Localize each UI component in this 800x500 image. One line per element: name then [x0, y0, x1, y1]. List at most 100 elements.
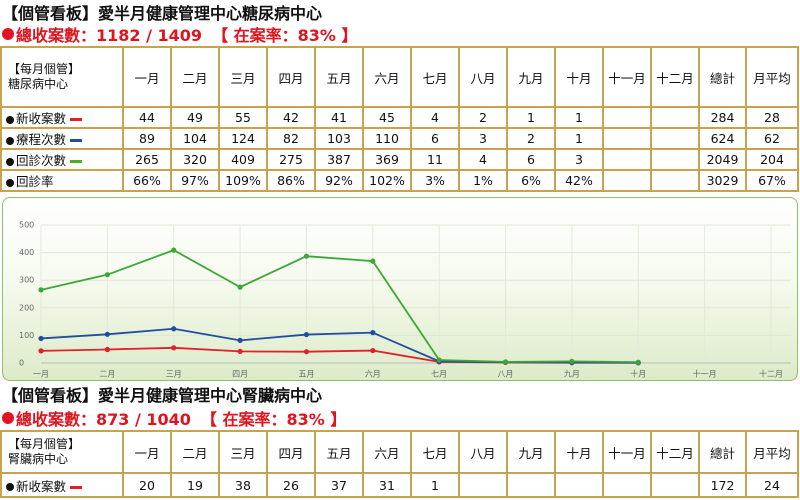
point — [237, 284, 243, 290]
cell: 66% — [122, 169, 172, 192]
cell: 110 — [362, 127, 412, 150]
column-header: 六月 — [362, 46, 412, 108]
legend-line — [70, 485, 83, 489]
cell: 55 — [218, 106, 268, 129]
cell: 26 — [266, 472, 316, 498]
cell: 2 — [458, 106, 508, 129]
cell — [458, 472, 508, 498]
cell: 38 — [218, 472, 268, 498]
cell: 387 — [314, 148, 364, 171]
column-header: 二月 — [170, 430, 220, 474]
cell: 1 — [554, 127, 604, 150]
y-tick-label: 0 — [19, 359, 24, 368]
cell: 124 — [218, 127, 268, 150]
point — [370, 347, 376, 354]
x-tick-label: 二月 — [99, 370, 115, 379]
row-label: 新收案數 — [0, 472, 124, 498]
cell: 97% — [170, 169, 220, 192]
bullet — [6, 115, 14, 124]
corner-cell: 【每月個管】 糖尿病中心 — [0, 46, 124, 108]
x-tick-label: 十一月 — [693, 369, 717, 379]
y-tick-label: 500 — [19, 221, 34, 230]
cell: 3% — [410, 169, 460, 192]
cell: 82 — [266, 127, 316, 150]
column-header: 七月 — [410, 430, 460, 474]
row-label: 回診次數 — [0, 148, 124, 171]
cell — [554, 472, 604, 498]
cell: 103 — [314, 127, 364, 150]
y-tick-label: 200 — [19, 303, 34, 312]
cell: 11 — [410, 148, 460, 171]
cell: 1% — [458, 169, 508, 192]
cell — [602, 472, 652, 498]
cell: 6% — [506, 169, 556, 192]
point — [237, 348, 243, 355]
cell: 2049 — [698, 148, 747, 171]
series-line — [40, 327, 639, 364]
cell: 37 — [314, 472, 364, 498]
summary: 總收案數：873 / 1040 【 在案率：83% 】 — [2, 406, 346, 430]
chart-panel: 0 100 200 300 400 500 一月 二月 三月 四月 五月 六月 七月 八月 九月 十月 十一月 十… — [2, 197, 798, 381]
bullet — [2, 28, 14, 40]
cell — [650, 472, 700, 498]
x-tick-label: 十二月 — [759, 369, 783, 379]
bullet — [2, 412, 14, 424]
x-tick-label: 一月 — [33, 370, 49, 379]
corner-line: 糖尿病中心 — [8, 77, 69, 91]
cell: 31 — [362, 472, 412, 498]
header-row: 【每月個管】 腎臟病中心 一月 二月 三月 四月 五月 六月 七月 八月 九月 十月 十一月 十二月 總計月… — [0, 430, 799, 474]
point — [38, 348, 44, 354]
column-header: 三月 — [218, 430, 268, 474]
column-header: 十二月 — [650, 430, 700, 474]
column-header: 一月 — [122, 430, 172, 474]
corner-line: 腎臟病中心 — [8, 452, 69, 466]
table-row: 新收案數 20 19 38 26 37 31 1 172 24 — [0, 472, 799, 498]
point — [370, 330, 376, 336]
cell: 49 — [170, 106, 220, 129]
cell: 67% — [745, 169, 799, 192]
point — [171, 326, 177, 332]
bullet — [6, 178, 14, 187]
point — [171, 247, 177, 253]
corner-cell: 【每月個管】 腎臟病中心 — [0, 430, 124, 474]
row-name: 新收案數 — [16, 478, 67, 494]
section-title: 【個管看板】愛半月健康管理中心腎臟病中心 — [2, 386, 323, 405]
bullet — [6, 136, 14, 145]
cell: 20 — [122, 472, 172, 498]
column-header: 一月 — [122, 46, 172, 108]
row-name: 療程次數 — [16, 132, 67, 147]
summary: 總收案數：1182 / 1409 【 在案率：83% 】 — [2, 22, 358, 46]
cell: 624 — [698, 127, 747, 150]
column-header: 五月 — [314, 430, 364, 474]
cell: 89 — [122, 127, 172, 150]
column-header: 四月 — [266, 430, 316, 474]
cell: 92% — [314, 169, 364, 192]
cell: 102% — [362, 169, 412, 192]
cell: 284 — [698, 106, 747, 129]
cell: 45 — [362, 106, 412, 129]
cell — [650, 148, 700, 171]
x-tick-label: 四月 — [232, 370, 248, 379]
corner-line: 【每月個管】 — [8, 437, 81, 451]
table-row: 療程次數 89 104 124 82 103 110 6 3 2 1 624 62 — [0, 127, 799, 150]
cell: 320 — [170, 148, 220, 171]
point — [436, 357, 442, 363]
column-header: 九月 — [506, 430, 556, 474]
column-header: 五月 — [314, 46, 364, 108]
row-label: 新收案數 — [0, 106, 124, 129]
point — [635, 359, 641, 365]
x-tick-label: 八月 — [498, 370, 514, 379]
data-table: 【每月個管】 糖尿病中心 一月 二月 三月 四月 五月 六月 七月 八月 九月 十月 十一月 十二月 總計月… — [0, 46, 799, 192]
x-tick-label: 十月 — [630, 369, 646, 379]
point — [303, 349, 310, 355]
column-header: 月平均 — [745, 46, 799, 108]
point — [38, 287, 44, 293]
cell: 1 — [506, 106, 556, 129]
point — [104, 272, 110, 278]
table-row: 新收案數 44 49 55 42 41 45 4 2 1 1 284 28 — [0, 106, 799, 129]
section-title: 【個管看板】愛半月健康管理中心糖尿病中心 — [2, 4, 323, 23]
cell — [602, 148, 652, 171]
cell — [650, 169, 700, 192]
column-header: 九月 — [506, 46, 556, 108]
cell — [602, 127, 652, 150]
